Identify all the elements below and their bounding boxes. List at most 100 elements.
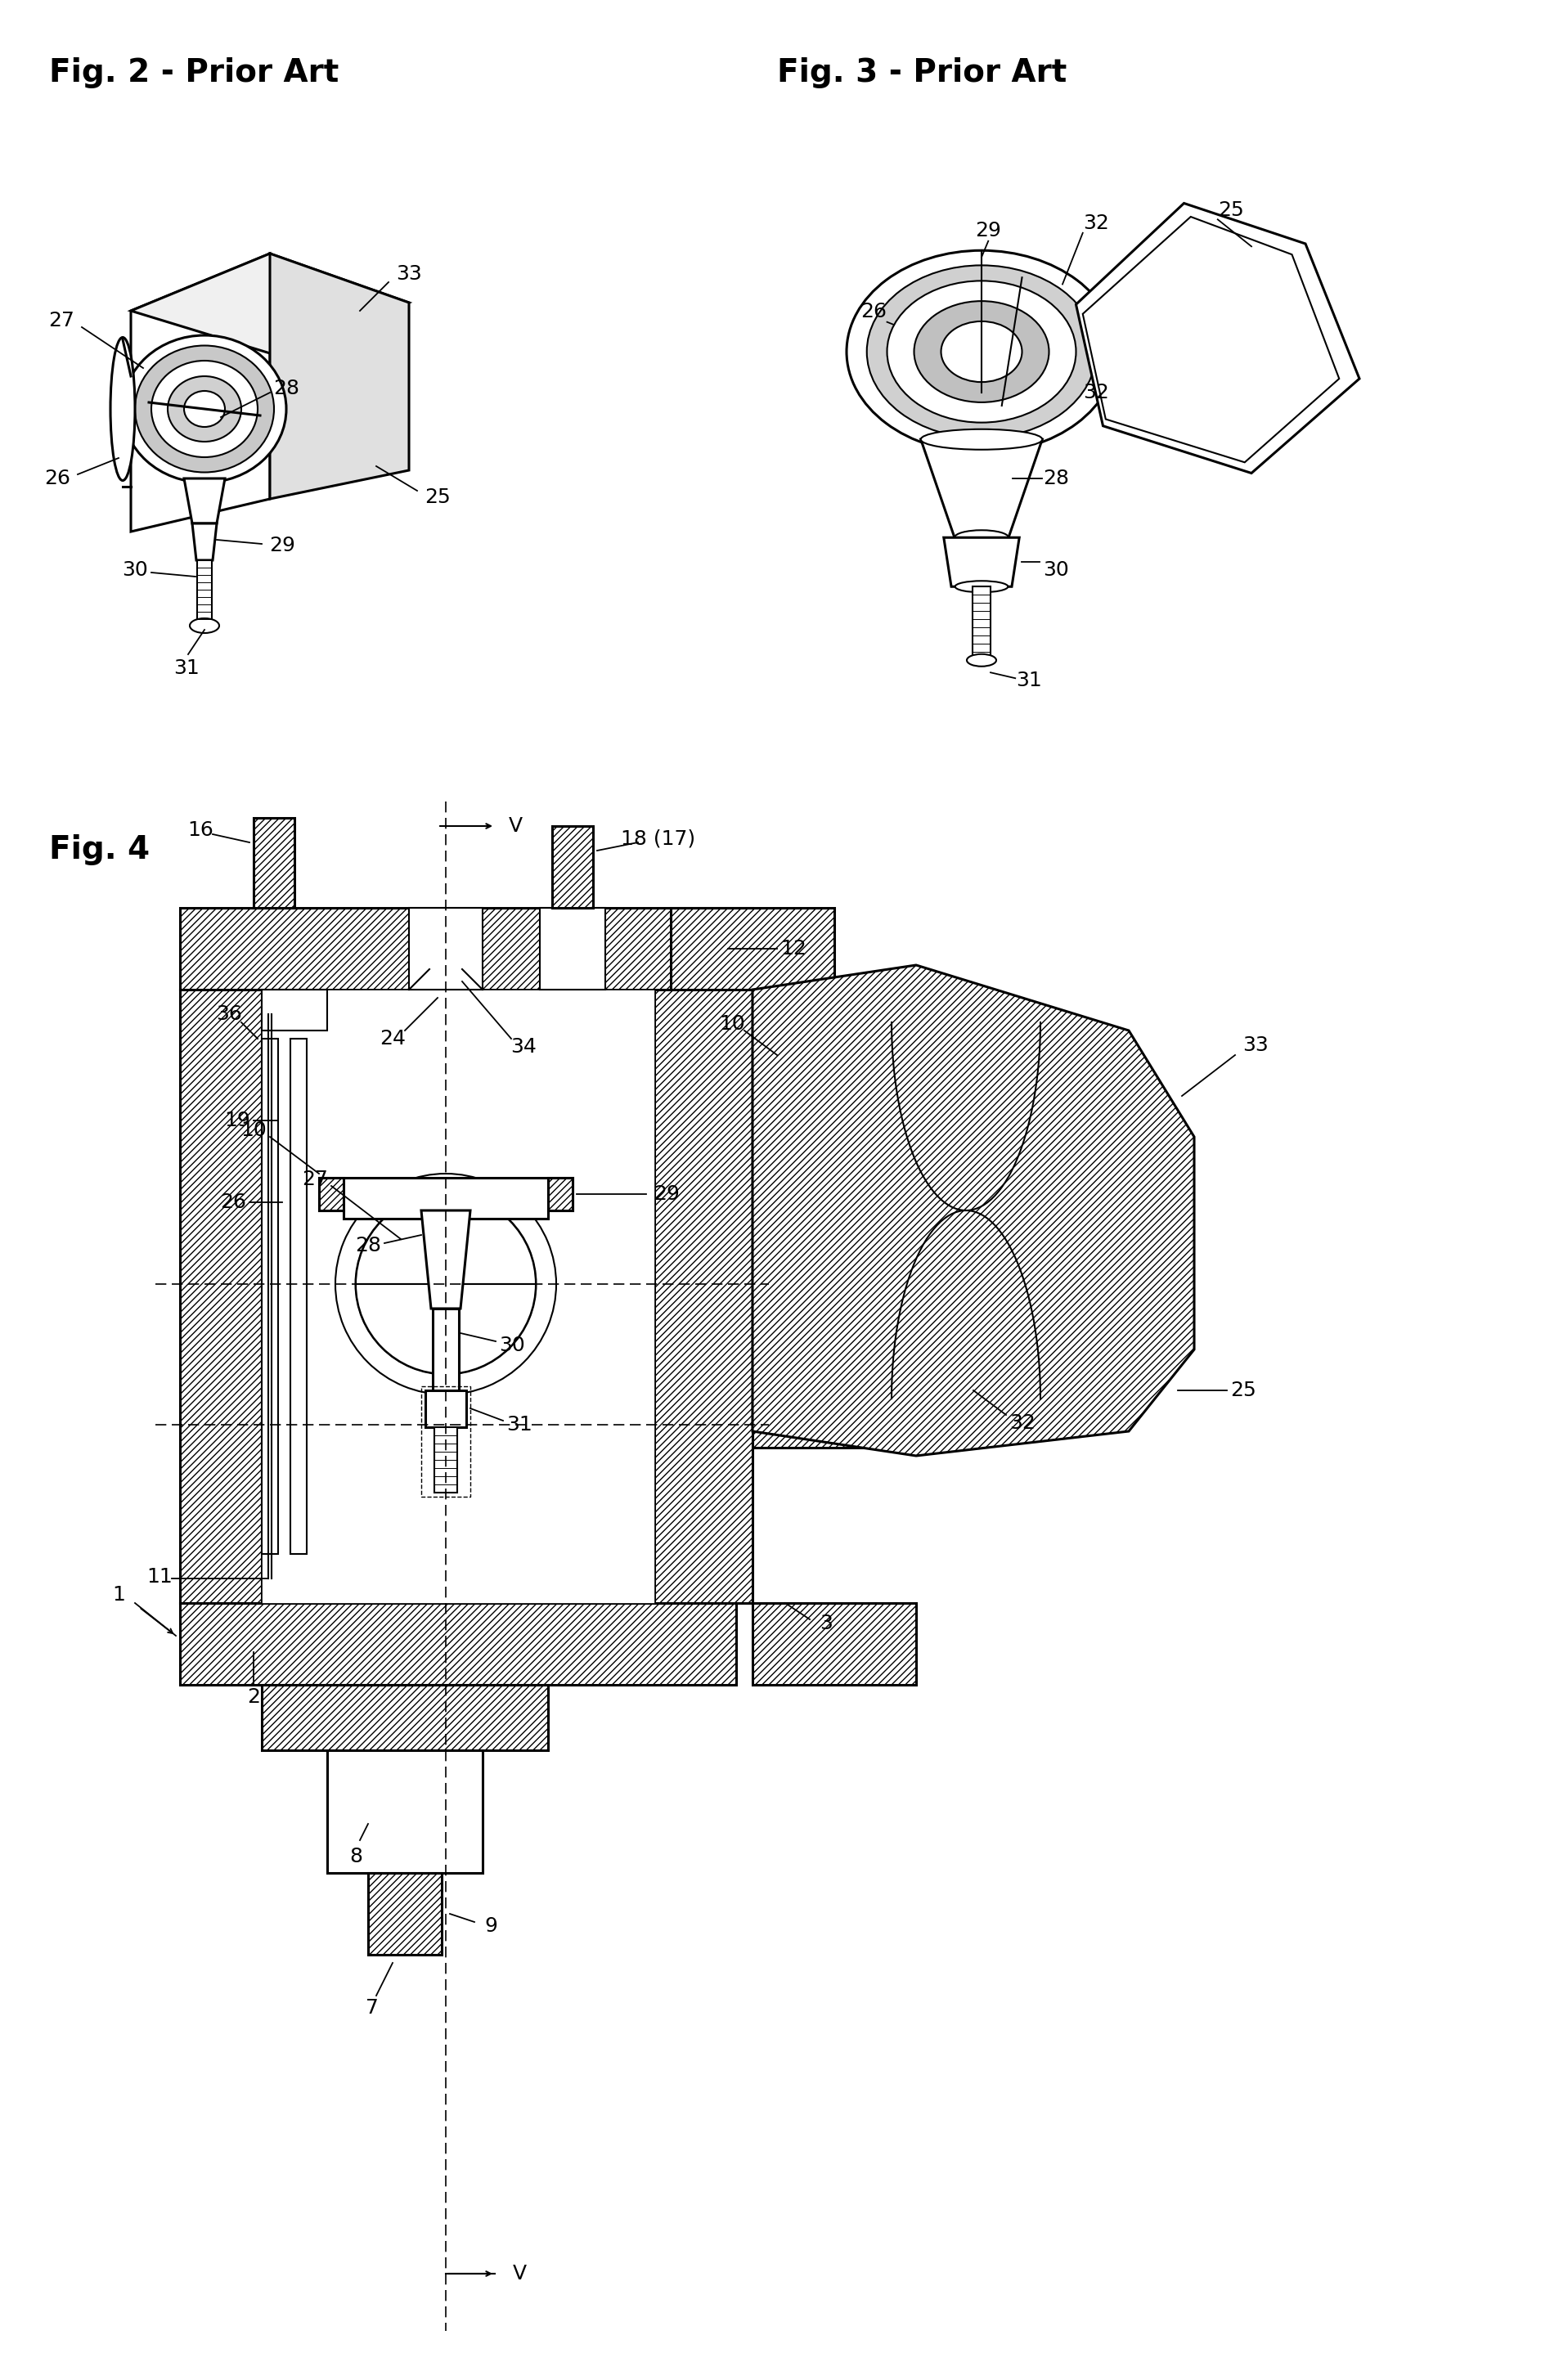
Bar — [425, 1390, 467, 1428]
Text: 25: 25 — [1230, 1380, 1256, 1399]
Bar — [319, 1178, 344, 1211]
Ellipse shape — [151, 362, 257, 457]
Polygon shape — [131, 255, 270, 531]
Text: 7: 7 — [365, 1999, 379, 2018]
Text: V: V — [513, 2263, 527, 2282]
Text: 12: 12 — [780, 940, 806, 959]
Text: 28: 28 — [354, 1235, 381, 1254]
Text: 31: 31 — [507, 1416, 532, 1435]
Ellipse shape — [955, 581, 1008, 593]
Polygon shape — [270, 255, 408, 500]
Text: 29: 29 — [270, 536, 296, 555]
Text: 2: 2 — [247, 1687, 260, 1706]
Text: 28: 28 — [1043, 469, 1069, 488]
Bar — [752, 1604, 915, 1685]
Text: 29: 29 — [653, 1185, 680, 1204]
Polygon shape — [943, 538, 1019, 585]
Text: 18 (17): 18 (17) — [621, 828, 695, 847]
Ellipse shape — [846, 250, 1117, 452]
Text: 10: 10 — [720, 1014, 744, 1033]
Text: 25: 25 — [425, 488, 450, 507]
Polygon shape — [752, 964, 1194, 1457]
Text: 26: 26 — [860, 302, 886, 321]
Wedge shape — [356, 1285, 536, 1373]
Ellipse shape — [966, 655, 995, 666]
Text: 29: 29 — [975, 221, 1002, 240]
Text: 24: 24 — [379, 1028, 405, 1050]
Bar — [254, 819, 294, 907]
Bar — [539, 907, 606, 990]
Bar — [435, 1428, 458, 1492]
Text: 31: 31 — [174, 659, 199, 678]
Text: 26: 26 — [220, 1192, 247, 1211]
Ellipse shape — [111, 338, 136, 481]
Wedge shape — [356, 1195, 536, 1285]
Bar — [319, 1178, 344, 1211]
Bar — [972, 585, 991, 659]
Text: 8: 8 — [350, 1847, 362, 1866]
Ellipse shape — [888, 281, 1076, 424]
Bar — [752, 1399, 875, 1447]
Ellipse shape — [914, 302, 1049, 402]
Bar — [180, 907, 752, 990]
Ellipse shape — [954, 531, 1008, 545]
Polygon shape — [1076, 202, 1359, 474]
Ellipse shape — [190, 619, 219, 633]
Bar — [433, 1309, 459, 1390]
Ellipse shape — [942, 321, 1022, 383]
Polygon shape — [193, 524, 217, 559]
Ellipse shape — [168, 376, 242, 443]
Text: 30: 30 — [1043, 559, 1069, 581]
Bar — [262, 990, 655, 1604]
Text: 31: 31 — [1016, 671, 1042, 690]
Text: 30: 30 — [499, 1335, 525, 1354]
Text: 26: 26 — [45, 469, 71, 488]
Polygon shape — [183, 478, 225, 524]
Bar — [262, 990, 327, 1031]
Text: 27: 27 — [302, 1169, 328, 1190]
Bar — [670, 907, 834, 990]
Bar — [180, 1604, 737, 1685]
Ellipse shape — [866, 264, 1096, 438]
Bar — [408, 907, 482, 990]
Text: 34: 34 — [510, 1038, 536, 1057]
Text: 36: 36 — [216, 1004, 242, 1023]
Ellipse shape — [922, 428, 1042, 450]
Ellipse shape — [183, 390, 225, 426]
Bar — [197, 559, 211, 626]
Polygon shape — [319, 1178, 573, 1219]
Bar — [552, 826, 593, 907]
Polygon shape — [131, 255, 408, 355]
Bar — [262, 1685, 549, 1749]
Text: 16: 16 — [188, 821, 214, 840]
Bar — [262, 1685, 549, 1749]
Bar — [368, 1873, 442, 1954]
Bar — [752, 1604, 915, 1685]
Bar — [655, 990, 752, 1604]
Text: 30: 30 — [122, 559, 148, 581]
Text: Fig. 3 - Prior Art: Fig. 3 - Prior Art — [777, 57, 1066, 88]
Bar — [327, 1749, 482, 1873]
Bar — [180, 990, 262, 1604]
Text: 25: 25 — [1219, 200, 1244, 219]
Polygon shape — [421, 1211, 470, 1309]
Bar — [752, 1399, 875, 1447]
Text: Fig. 4: Fig. 4 — [49, 835, 149, 866]
Ellipse shape — [136, 345, 274, 471]
Text: 9: 9 — [484, 1916, 498, 1935]
Bar — [549, 1178, 573, 1211]
Text: 32: 32 — [1009, 1414, 1036, 1433]
Bar — [290, 1038, 307, 1554]
Text: 11: 11 — [146, 1566, 173, 1587]
Bar — [368, 1873, 442, 1954]
Text: 32: 32 — [1083, 383, 1110, 402]
Bar — [180, 1604, 737, 1685]
Bar — [552, 826, 593, 907]
Bar — [180, 990, 262, 1604]
Polygon shape — [922, 440, 1042, 538]
Text: Fig. 2 - Prior Art: Fig. 2 - Prior Art — [49, 57, 339, 88]
Text: 33: 33 — [396, 264, 422, 283]
Text: V: V — [509, 816, 522, 835]
Bar — [254, 819, 294, 907]
Ellipse shape — [123, 336, 287, 483]
